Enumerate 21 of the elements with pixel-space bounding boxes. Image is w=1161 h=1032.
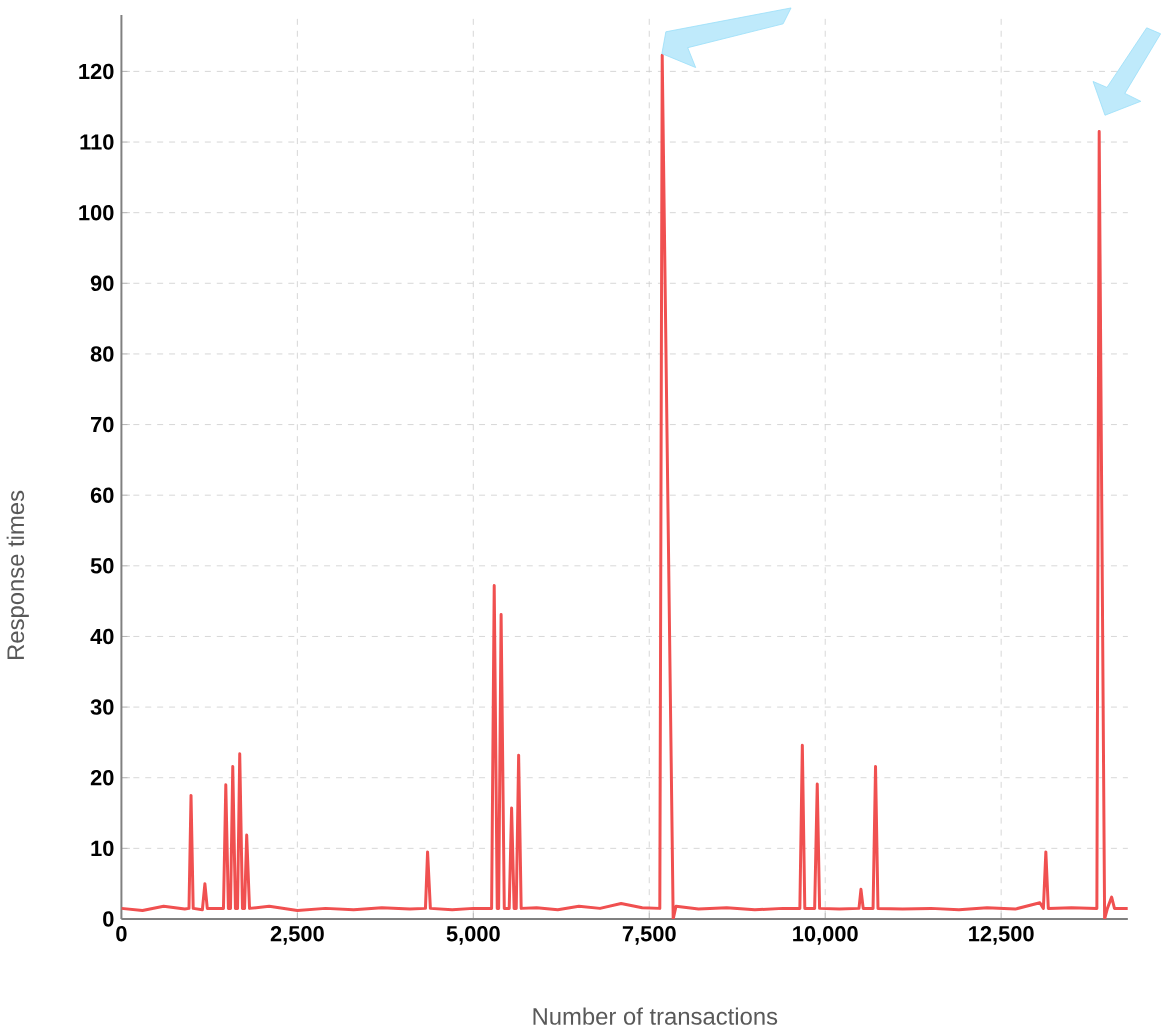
y-tick-label: 110 (80, 134, 114, 151)
y-tick-label: 80 (90, 346, 114, 362)
y-tick-label: 30 (90, 699, 114, 716)
y-tick-label: 40 (90, 628, 114, 645)
y-tick-label: 90 (90, 275, 114, 292)
x-tick-label: 7,500 (622, 926, 676, 945)
x-tick-label: 12,500 (969, 926, 1034, 945)
y-tick-label: 50 (90, 558, 114, 574)
y-tick-label: 0 (103, 911, 114, 927)
x-axis-title: Number of transactions (533, 1007, 778, 1026)
x-tick-label: 0 (116, 926, 127, 942)
y-tick-label: 20 (90, 770, 114, 786)
y-tick-label: 60 (90, 487, 114, 504)
y-axis-title: Response times (6, 491, 29, 660)
y-tick-label: 10 (91, 840, 114, 857)
x-tick-label: 10,000 (793, 926, 858, 945)
y-tick-label: 120 (79, 63, 114, 80)
x-tick-label: 5,000 (446, 926, 500, 945)
y-tick-label: 100 (79, 205, 114, 221)
x-tick-label: 2,500 (270, 926, 324, 945)
y-tick-label: 70 (91, 417, 114, 433)
